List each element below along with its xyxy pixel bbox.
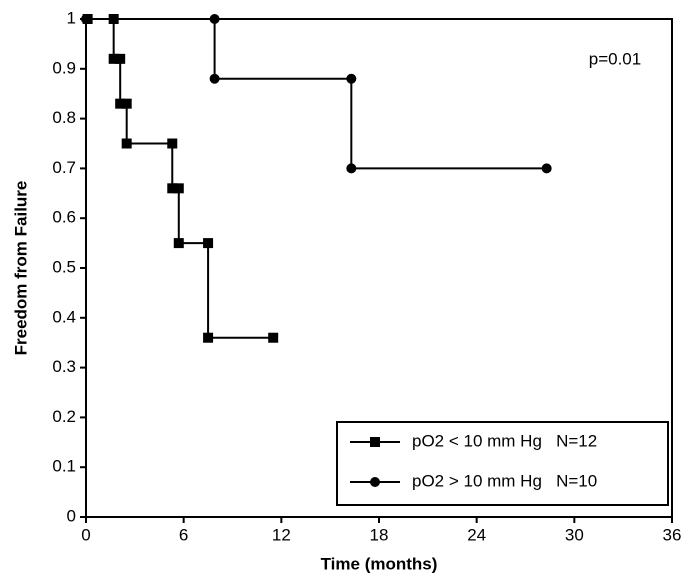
x-axis-label: Time (months): [321, 554, 438, 573]
data-point: [173, 183, 184, 194]
x-tick-label: 6: [179, 525, 188, 544]
data-point: [115, 98, 126, 109]
data-point: [115, 53, 126, 64]
x-tick-label: 0: [81, 525, 90, 544]
legend-marker: [370, 477, 380, 487]
legend-label: pO2 < 10 mm Hg N=12: [412, 431, 597, 450]
y-tick-label: 0: [67, 506, 76, 525]
legend-marker: [370, 437, 380, 447]
y-tick-label: 0.2: [52, 407, 76, 426]
x-tick-label: 36: [663, 525, 682, 544]
x-tick-label: 12: [272, 525, 291, 544]
legend-box: [336, 421, 669, 506]
y-tick-label: 0.5: [52, 257, 76, 276]
x-tick-label: 30: [565, 525, 584, 544]
y-tick-label: 0.8: [52, 108, 76, 127]
y-tick-label: 0.6: [52, 208, 76, 227]
data-point: [108, 53, 119, 64]
y-axis-label: Freedom from Failure: [11, 181, 30, 356]
data-point: [209, 73, 220, 84]
series-line: [87, 18, 274, 339]
data-point: [268, 332, 279, 343]
data-point: [81, 14, 91, 24]
y-tick-label: 0.4: [52, 307, 76, 326]
y-tick-label: 0.7: [52, 158, 76, 177]
data-point: [209, 14, 220, 24]
data-point: [203, 332, 214, 343]
data-point: [121, 138, 132, 149]
x-tick-label: 24: [467, 525, 486, 544]
data-point: [203, 238, 214, 249]
y-tick-label: 0.1: [52, 457, 76, 476]
data-point: [541, 163, 552, 174]
data-point: [167, 183, 178, 194]
data-point: [346, 163, 357, 174]
data-point: [121, 98, 132, 109]
data-point: [173, 238, 184, 249]
legend-label: pO2 > 10 mm Hg N=10: [412, 471, 597, 490]
y-tick-label: 1: [67, 8, 76, 27]
data-point: [167, 138, 178, 149]
y-tick-label: 0.9: [52, 58, 76, 77]
x-tick-label: 18: [370, 525, 389, 544]
annotation: p=0.01: [589, 49, 641, 68]
y-tick-label: 0.3: [52, 357, 76, 376]
data-point: [346, 73, 357, 84]
series-line: [86, 18, 547, 170]
